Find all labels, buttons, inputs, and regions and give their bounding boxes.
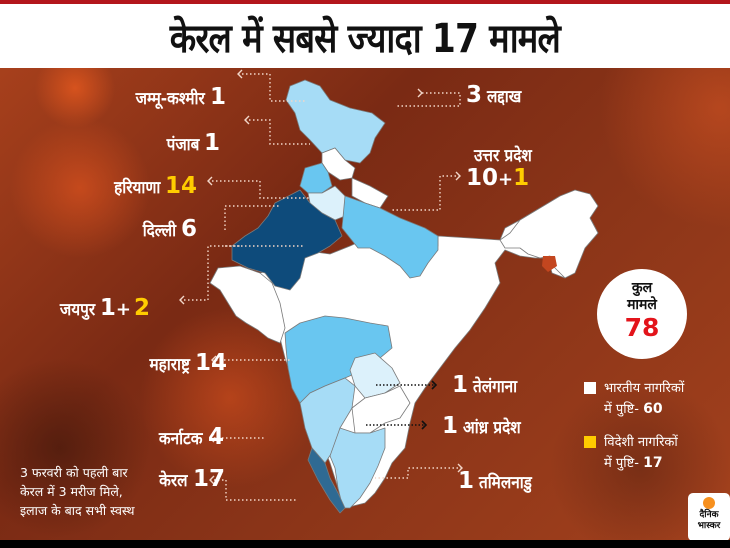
- leader-lines: [180, 73, 462, 501]
- map-region-punjab: [299, 162, 333, 194]
- infographic-canvas: जम्मू-कश्मीर 1 पंजाब 1 हरियाणा 14 दिल्ली 6 ज…: [0, 68, 730, 540]
- label-haryana: हरियाणा 14: [113, 173, 197, 199]
- header: केरल में सबसे ज्यादा 17 मामले: [0, 4, 730, 68]
- label-ladakh: 3 लद्दाख: [466, 82, 522, 108]
- map-region-kerala: [307, 447, 346, 514]
- label-punjab: पंजाब 1: [166, 130, 220, 156]
- label-kerala: केरल 17: [159, 466, 225, 492]
- label-tamilnadu: 1 तमिलनाडु: [458, 468, 532, 494]
- label-uttar-pradesh: उत्तर प्रदेश: [474, 146, 532, 166]
- legend-item-indian: भारतीय नागरिकों में पुष्टि- 60: [578, 378, 684, 420]
- page-title: केरल में सबसे ज्यादा 17 मामले: [169, 15, 561, 62]
- total-cases-badge: कुल मामले 78: [597, 269, 687, 359]
- legend-item-foreign: विदेशी नागरिकों में पुष्टि- 17: [578, 432, 684, 474]
- label-telangana: 1 तेलंगाना: [452, 372, 518, 398]
- map-region-jammu-kashmir: [285, 79, 386, 164]
- legend-swatch-white: [584, 382, 596, 394]
- total-cases-value: 78: [624, 313, 660, 342]
- first-case-note: 3 फरवरी को पहली बार केरल में 3 मरीज मिले…: [20, 465, 135, 518]
- label-andhra-pradesh: 1 आंध्र प्रदेश: [442, 413, 521, 439]
- india-map: [179, 69, 599, 514]
- leader-lines-dark: [366, 384, 436, 426]
- map-region-rajasthan: [231, 189, 343, 291]
- sun-icon: [703, 497, 715, 509]
- label-maharashtra: महाराष्ट्र 14: [149, 350, 227, 376]
- legend: भारतीय नागरिकों में पुष्टि- 60 विदेशी ना…: [578, 378, 684, 486]
- label-jaipur: जयपुर 1+ 2: [59, 295, 150, 321]
- label-karnataka: कर्नाटक 4: [159, 424, 224, 450]
- map-region-karnataka: [299, 377, 356, 464]
- dainik-bhaskar-logo: दैनिक भास्कर: [688, 493, 730, 540]
- map-region-uttar-pradesh: [341, 195, 439, 279]
- bottom-bar: [0, 540, 730, 548]
- map-region-gujarat: [209, 265, 286, 344]
- label-uttar-pradesh-count: 10+1: [466, 165, 530, 191]
- top-accent-bar: [0, 0, 730, 4]
- label-delhi: दिल्ली 6: [142, 216, 197, 242]
- legend-swatch-yellow: [584, 436, 596, 448]
- label-jammu-kashmir: जम्मू-कश्मीर 1: [135, 84, 226, 110]
- map-region-tripura: [542, 256, 557, 272]
- map-region-tamilnadu: [329, 427, 386, 509]
- map-region-northeast: [499, 189, 599, 279]
